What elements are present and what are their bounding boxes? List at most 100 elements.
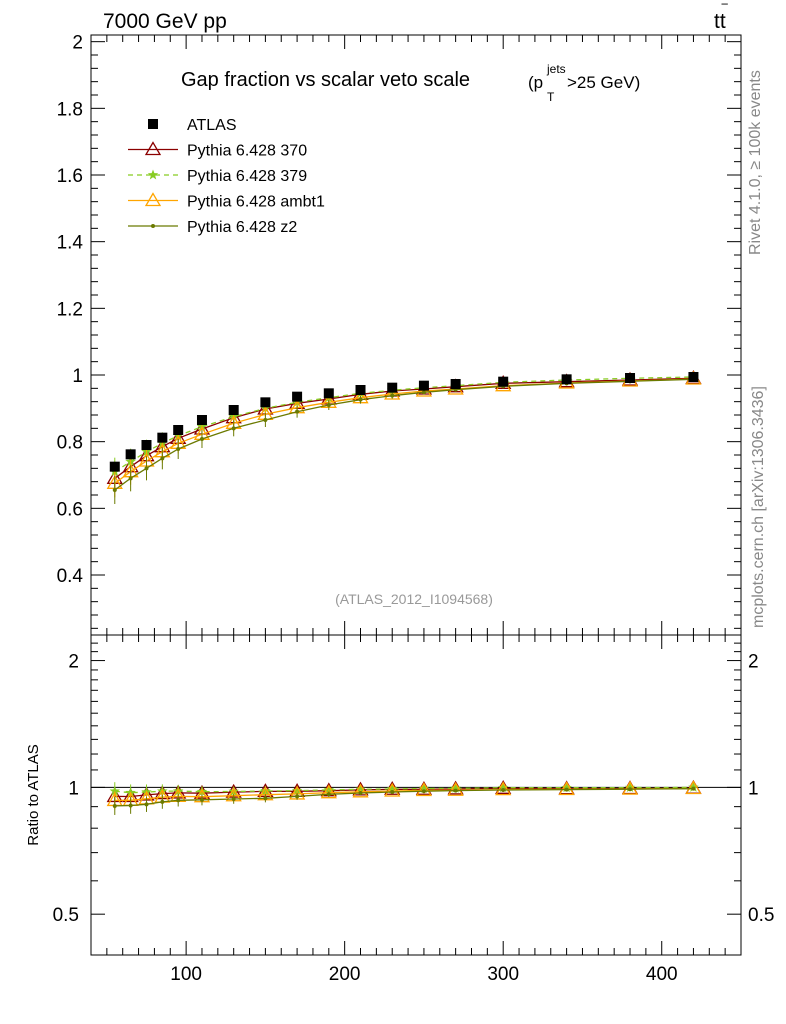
chart-title-close: >25 GeV) xyxy=(567,73,640,92)
main-point-series-4 xyxy=(231,426,236,431)
rivet-version-label: Rivet 4.1.0, ≥ 100k events xyxy=(747,70,764,255)
ratio-axes: 0.5 0.5 1 1 2 2 xyxy=(53,642,774,926)
main-point-series-4 xyxy=(128,476,133,481)
main-line-series-4 xyxy=(114,378,694,491)
main-point-series-0 xyxy=(109,461,120,472)
ratio-point-series-4 xyxy=(628,787,633,792)
ratio-point-series-2 xyxy=(561,782,572,793)
ratio-point-series-2 xyxy=(450,782,461,793)
main-point-series-4 xyxy=(112,488,117,492)
main-point-series-0 xyxy=(323,388,334,399)
ratio-point-series-2 xyxy=(418,783,430,793)
main-axes: 0.4 0.6 0.8 1 1.2 1.4 1.6 1.8 2 xyxy=(57,33,741,629)
ratio-y-tick-label-right: 2 xyxy=(748,652,759,673)
ratio-ylabel: Ratio to ATLAS xyxy=(25,744,42,845)
legend-entry-1: Pythia 6.428 370 xyxy=(128,141,307,160)
ratio-point-series-4 xyxy=(421,789,426,794)
main-point-series-0 xyxy=(157,432,168,443)
legend-entry-3: Pythia 6.428 ambt1 xyxy=(128,192,325,211)
legend-label: Pythia 6.428 z2 xyxy=(187,219,297,236)
main-point-series-0 xyxy=(561,374,572,385)
main-point-series-0 xyxy=(387,382,398,393)
ratio-point-series-4 xyxy=(326,792,331,797)
ratio-y-tick-label-right: 0.5 xyxy=(748,905,774,926)
ratio-plot-frame xyxy=(90,634,742,956)
main-point-series-4 xyxy=(390,393,395,398)
ratio-y-tick-label: 0.5 xyxy=(53,905,79,926)
ratio-point-series-2 xyxy=(497,782,509,793)
ratio-point-series-2 xyxy=(260,785,271,796)
main-point-series-0 xyxy=(450,379,461,389)
legend-marker xyxy=(144,192,162,207)
main-point-series-0 xyxy=(418,380,429,391)
legend-label: Pythia 6.428 379 xyxy=(187,168,307,185)
y-tick-label: 0.6 xyxy=(57,499,83,520)
legend-marker xyxy=(147,169,159,180)
ratio-point-series-4 xyxy=(295,794,300,799)
ratio-point-series-4 xyxy=(112,803,117,808)
y-tick-label: 1 xyxy=(72,366,83,387)
ratio-point-series-3 xyxy=(447,781,464,796)
main-point-series-0 xyxy=(196,415,207,425)
analysis-watermark: (ATLAS_2012_I1094568) xyxy=(335,591,493,607)
x-axis: 100 200 300 400 xyxy=(106,35,726,985)
main-point-series-0 xyxy=(498,376,509,387)
header-process-bar: ‾ xyxy=(721,3,728,20)
main-point-series-4 xyxy=(176,447,181,451)
x-tick-label: 400 xyxy=(646,964,678,985)
ratio-point-series-4 xyxy=(231,796,236,801)
x-tick-label: 300 xyxy=(487,964,519,985)
ratio-point-series-3 xyxy=(621,780,639,795)
ratio-line-series-4 xyxy=(114,788,694,807)
main-point-series-0 xyxy=(125,449,136,460)
ratio-point-series-3 xyxy=(352,783,369,798)
legend-label: Pythia 6.428 370 xyxy=(187,143,307,160)
legend-marker xyxy=(151,224,155,228)
main-point-series-4 xyxy=(295,409,300,414)
main-point-series-4 xyxy=(263,418,268,422)
ratio-y-tick-label: 2 xyxy=(68,652,79,673)
main-point-series-4 xyxy=(326,403,331,407)
ratio-point-series-2 xyxy=(291,785,303,796)
ratio-point-series-3 xyxy=(685,780,702,795)
main-point-series-0 xyxy=(173,425,184,435)
header-process-label: tt xyxy=(714,10,726,33)
ratio-y-tick-label: 1 xyxy=(68,778,79,799)
ratio-point-series-2 xyxy=(355,783,366,794)
ratio-point-series-4 xyxy=(160,799,165,804)
legend-marker xyxy=(144,141,162,156)
x-tick-label: 200 xyxy=(329,964,361,985)
main-point-series-4 xyxy=(144,466,149,471)
y-tick-label: 2 xyxy=(72,33,83,54)
legend-marker xyxy=(148,119,158,129)
main-point-series-3 xyxy=(384,385,401,400)
ratio-point-series-2 xyxy=(196,786,208,797)
ratio-point-series-4 xyxy=(453,788,458,793)
main-point-series-0 xyxy=(292,391,303,402)
y-tick-label: 1.4 xyxy=(57,233,84,254)
y-tick-label: 0.8 xyxy=(57,433,83,454)
ratio-point-series-2 xyxy=(109,785,121,796)
ratio-point-series-3 xyxy=(384,782,401,797)
ratio-point-series-4 xyxy=(263,796,268,801)
main-point-series-4 xyxy=(421,390,426,395)
chart-title-sub: T xyxy=(547,90,555,104)
main-point-series-0 xyxy=(260,397,271,408)
legend-label: Pythia 6.428 ambt1 xyxy=(187,194,325,211)
y-tick-label: 0.4 xyxy=(57,566,84,587)
ratio-point-series-4 xyxy=(144,802,149,807)
ratio-point-series-2 xyxy=(386,783,398,794)
header-energy-label: 7000 GeV pp xyxy=(103,10,227,33)
legend: ATLAS Pythia 6.428 370 Pythia 6.428 379 Pyt… xyxy=(128,117,325,236)
main-point-series-0 xyxy=(141,440,152,450)
ratio-point-series-4 xyxy=(128,803,133,808)
legend-entry-4: Pythia 6.428 z2 xyxy=(128,219,297,236)
main-point-series-0 xyxy=(355,385,366,395)
y-tick-label: 1.8 xyxy=(57,99,83,120)
mcplots-label: mcplots.cern.ch [arXiv:1306.3436] xyxy=(750,386,767,628)
chart-title-open: (p xyxy=(528,73,543,92)
legend-entry-0: ATLAS xyxy=(148,117,237,134)
main-point-series-0 xyxy=(688,372,699,382)
ratio-point-series-3 xyxy=(558,781,575,796)
